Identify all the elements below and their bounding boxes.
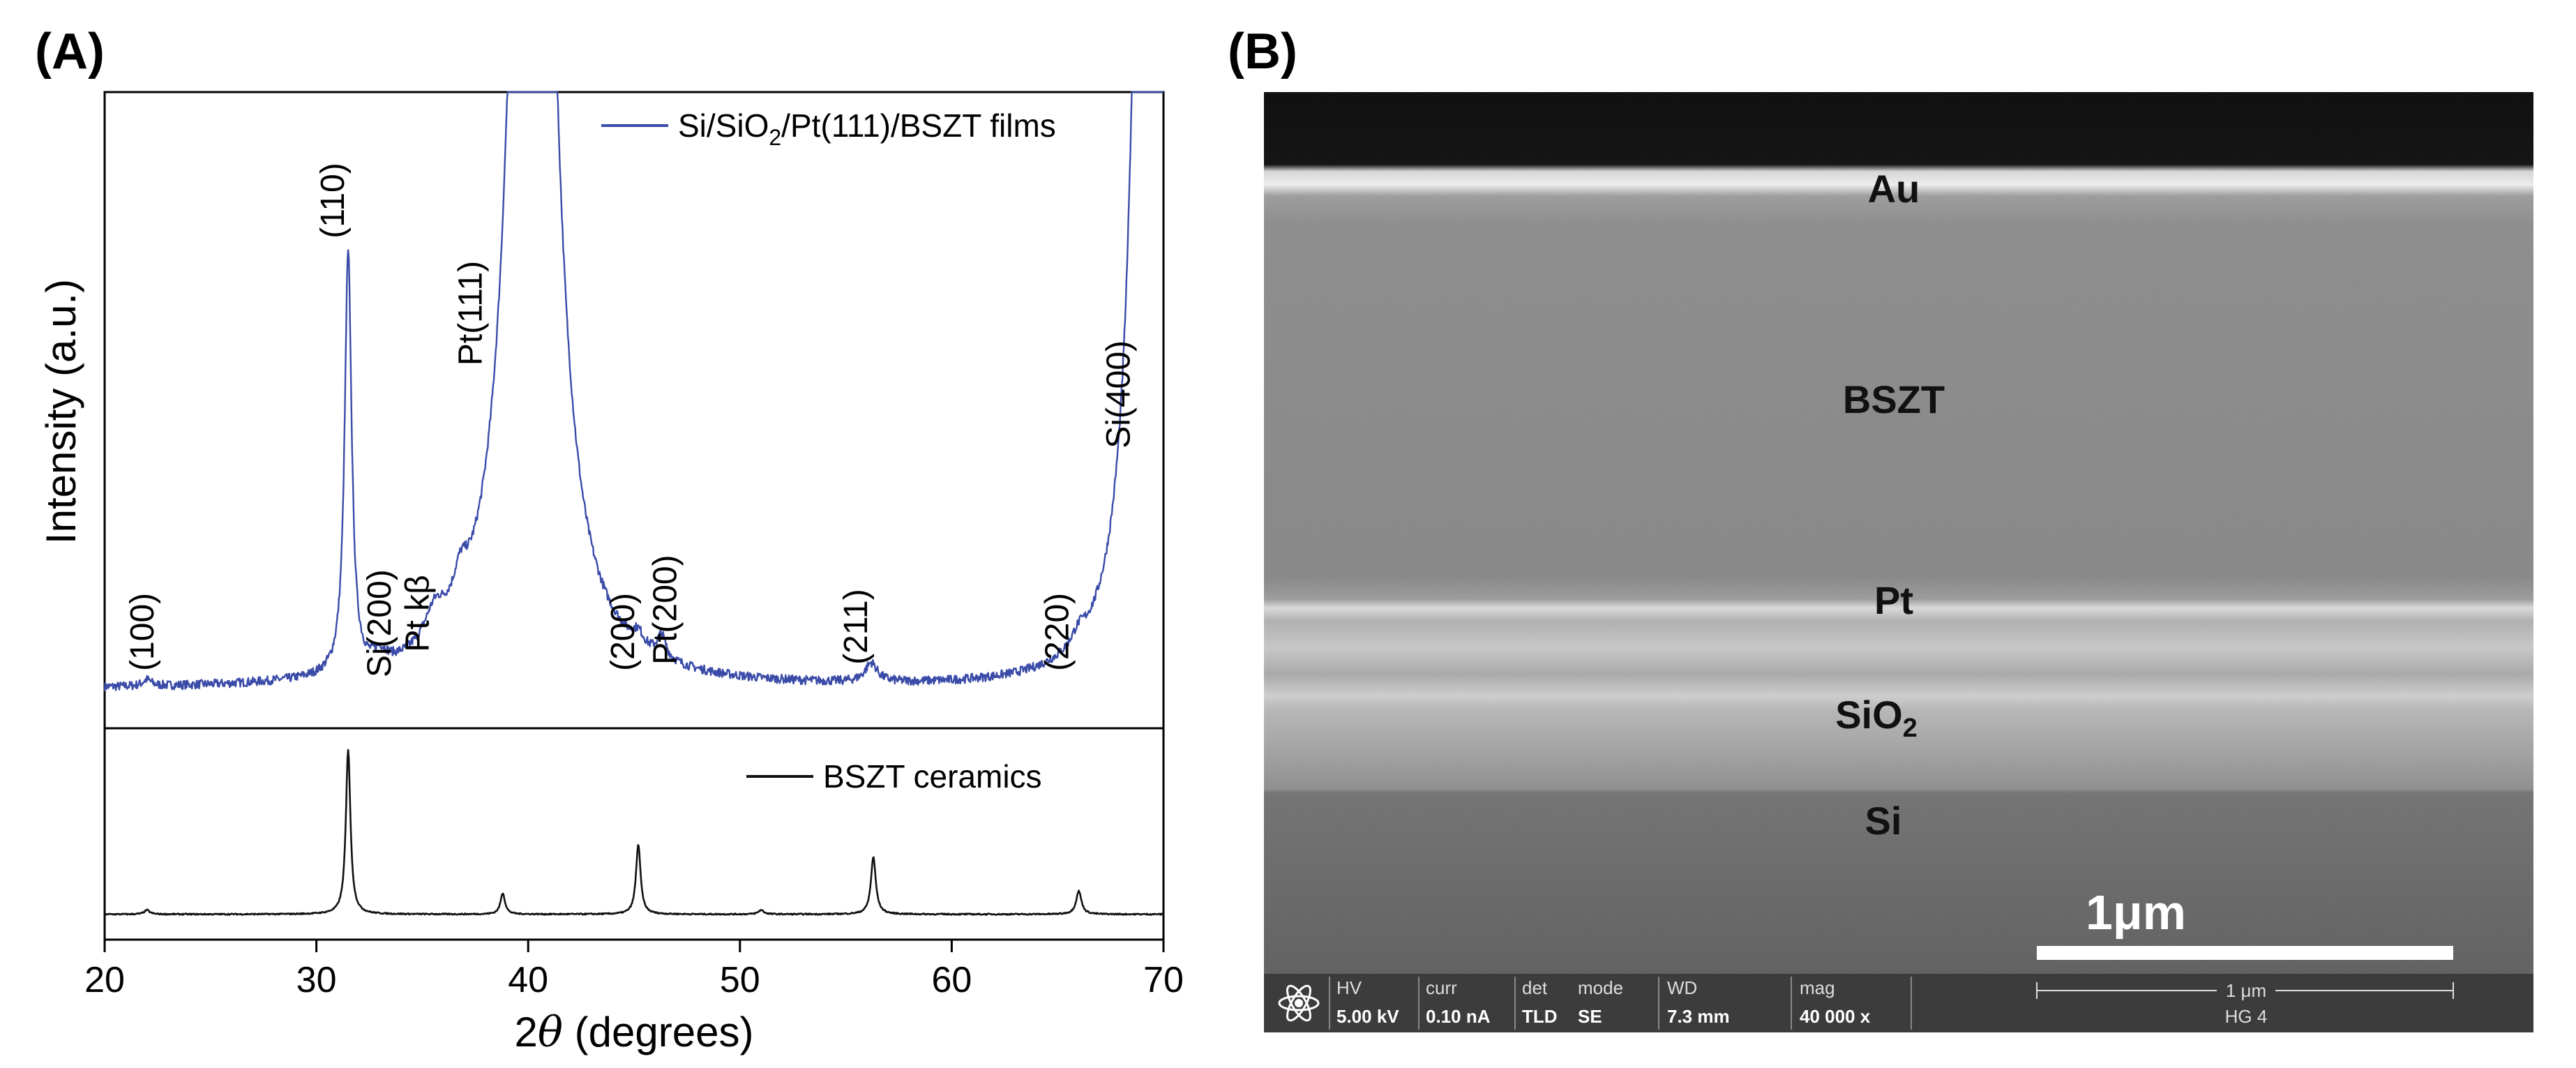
info-mag-label: mag: [1800, 977, 1835, 998]
x-axis-title-suffix: (degrees): [563, 1009, 753, 1055]
info-mode-label: mode: [1578, 977, 1623, 998]
films-legend-sub: 2: [769, 125, 781, 150]
layer-label-si: Si: [1865, 799, 1902, 843]
info-curr-label: curr: [1426, 977, 1457, 998]
x-tick-label-4: 60: [931, 960, 972, 1000]
info-wd-value: 7.3 mm: [1667, 1006, 1730, 1027]
peak-label-7: (211): [838, 589, 875, 665]
x-axis-title-symbol: θ: [538, 1008, 563, 1057]
x-axis: 20 30 40 50 60 70: [84, 940, 1184, 1000]
films-pattern-line: [103, 91, 1164, 691]
panel-b-letter: (B): [1228, 24, 1297, 80]
x-tick-label-3: 50: [720, 960, 760, 1000]
info-det-value: TLD: [1522, 1006, 1558, 1027]
films-subplot: (100) (110) Si(200) Pt kβ Pt(111) (200) Pt(200…: [103, 91, 1165, 730]
films-peak-labels: (100) (110) Si(200) Pt kβ Pt(111) (200) Pt(200…: [124, 163, 1138, 677]
peak-label-9: Si(400): [1100, 340, 1137, 449]
x-tick-label-0: 20: [84, 960, 125, 1000]
xrd-panel: (100) (110) Si(200) Pt kβ Pt(111) (200) Pt(200…: [38, 91, 1184, 1057]
ceramics-pattern-line: [104, 749, 1164, 916]
info-hv-value: 5.00 kV: [1336, 1006, 1399, 1027]
x-axis-title-prefix: 2: [515, 1009, 538, 1055]
layer-label-au: Au: [1868, 167, 1920, 211]
peak-label-1: (110): [315, 163, 352, 239]
x-tick-label-5: 70: [1143, 960, 1184, 1000]
info-mag-value: 40 000 x: [1800, 1006, 1871, 1027]
peak-label-2: Si(200): [361, 569, 398, 677]
sem-image-grain: [1264, 92, 2533, 974]
fei-logo-icon: [1278, 984, 1320, 1022]
layer-label-sio2-base: SiO: [1835, 693, 1902, 737]
peak-label-5: (200): [605, 593, 642, 671]
y-axis-title: Intensity (a.u.): [38, 279, 84, 544]
panel-a-letter: (A): [35, 24, 105, 80]
layer-label-bszt: BSZT: [1843, 377, 1945, 421]
films-legend-label: Si/SiO2/Pt(111)/BSZT films: [678, 107, 1056, 150]
info-curr-value: 0.10 nA: [1426, 1006, 1491, 1027]
peak-label-4: Pt(111): [452, 261, 489, 366]
films-legend-post: /Pt(111)/BSZT films: [781, 107, 1056, 144]
info-hv-label: HV: [1336, 977, 1362, 998]
info-wd-label: WD: [1667, 977, 1697, 998]
peak-label-6: Pt(200): [647, 555, 684, 664]
sem-panel: Au BSZT Pt SiO2 Si 1μm HV 5.00 kV curr 0…: [1264, 92, 2533, 1032]
info-id: HG 4: [2225, 1006, 2268, 1027]
peak-label-0: (100): [124, 593, 161, 671]
layer-label-sio2-sub: 2: [1903, 714, 1918, 743]
ceramics-subplot: BSZT ceramics: [103, 727, 1165, 941]
films-legend-pre: Si/SiO: [678, 107, 769, 144]
peak-label-3: Pt kβ: [400, 575, 437, 652]
ceramics-plot-frame: [103, 727, 1165, 941]
x-tick-label-1: 30: [296, 960, 337, 1000]
x-tick-label-2: 40: [508, 960, 548, 1000]
layer-label-pt: Pt: [1874, 578, 1913, 622]
info-det-label: det: [1522, 977, 1548, 998]
info-scale-label: 1 μm: [2226, 980, 2266, 1001]
scale-bar: [2037, 946, 2453, 960]
layer-label-sio2: SiO2: [1835, 693, 1918, 743]
info-mode-value: SE: [1578, 1006, 1602, 1027]
peak-label-8: (220): [1039, 593, 1076, 671]
x-axis-title: 2θ (degrees): [515, 1008, 754, 1057]
scale-bar-label: 1μm: [2086, 885, 2186, 940]
ceramics-legend-label: BSZT ceramics: [823, 758, 1042, 795]
info-bar-background: [1264, 974, 2533, 1032]
sem-info-bar: HV 5.00 kV curr 0.10 nA det TLD mode SE …: [1264, 974, 2533, 1032]
